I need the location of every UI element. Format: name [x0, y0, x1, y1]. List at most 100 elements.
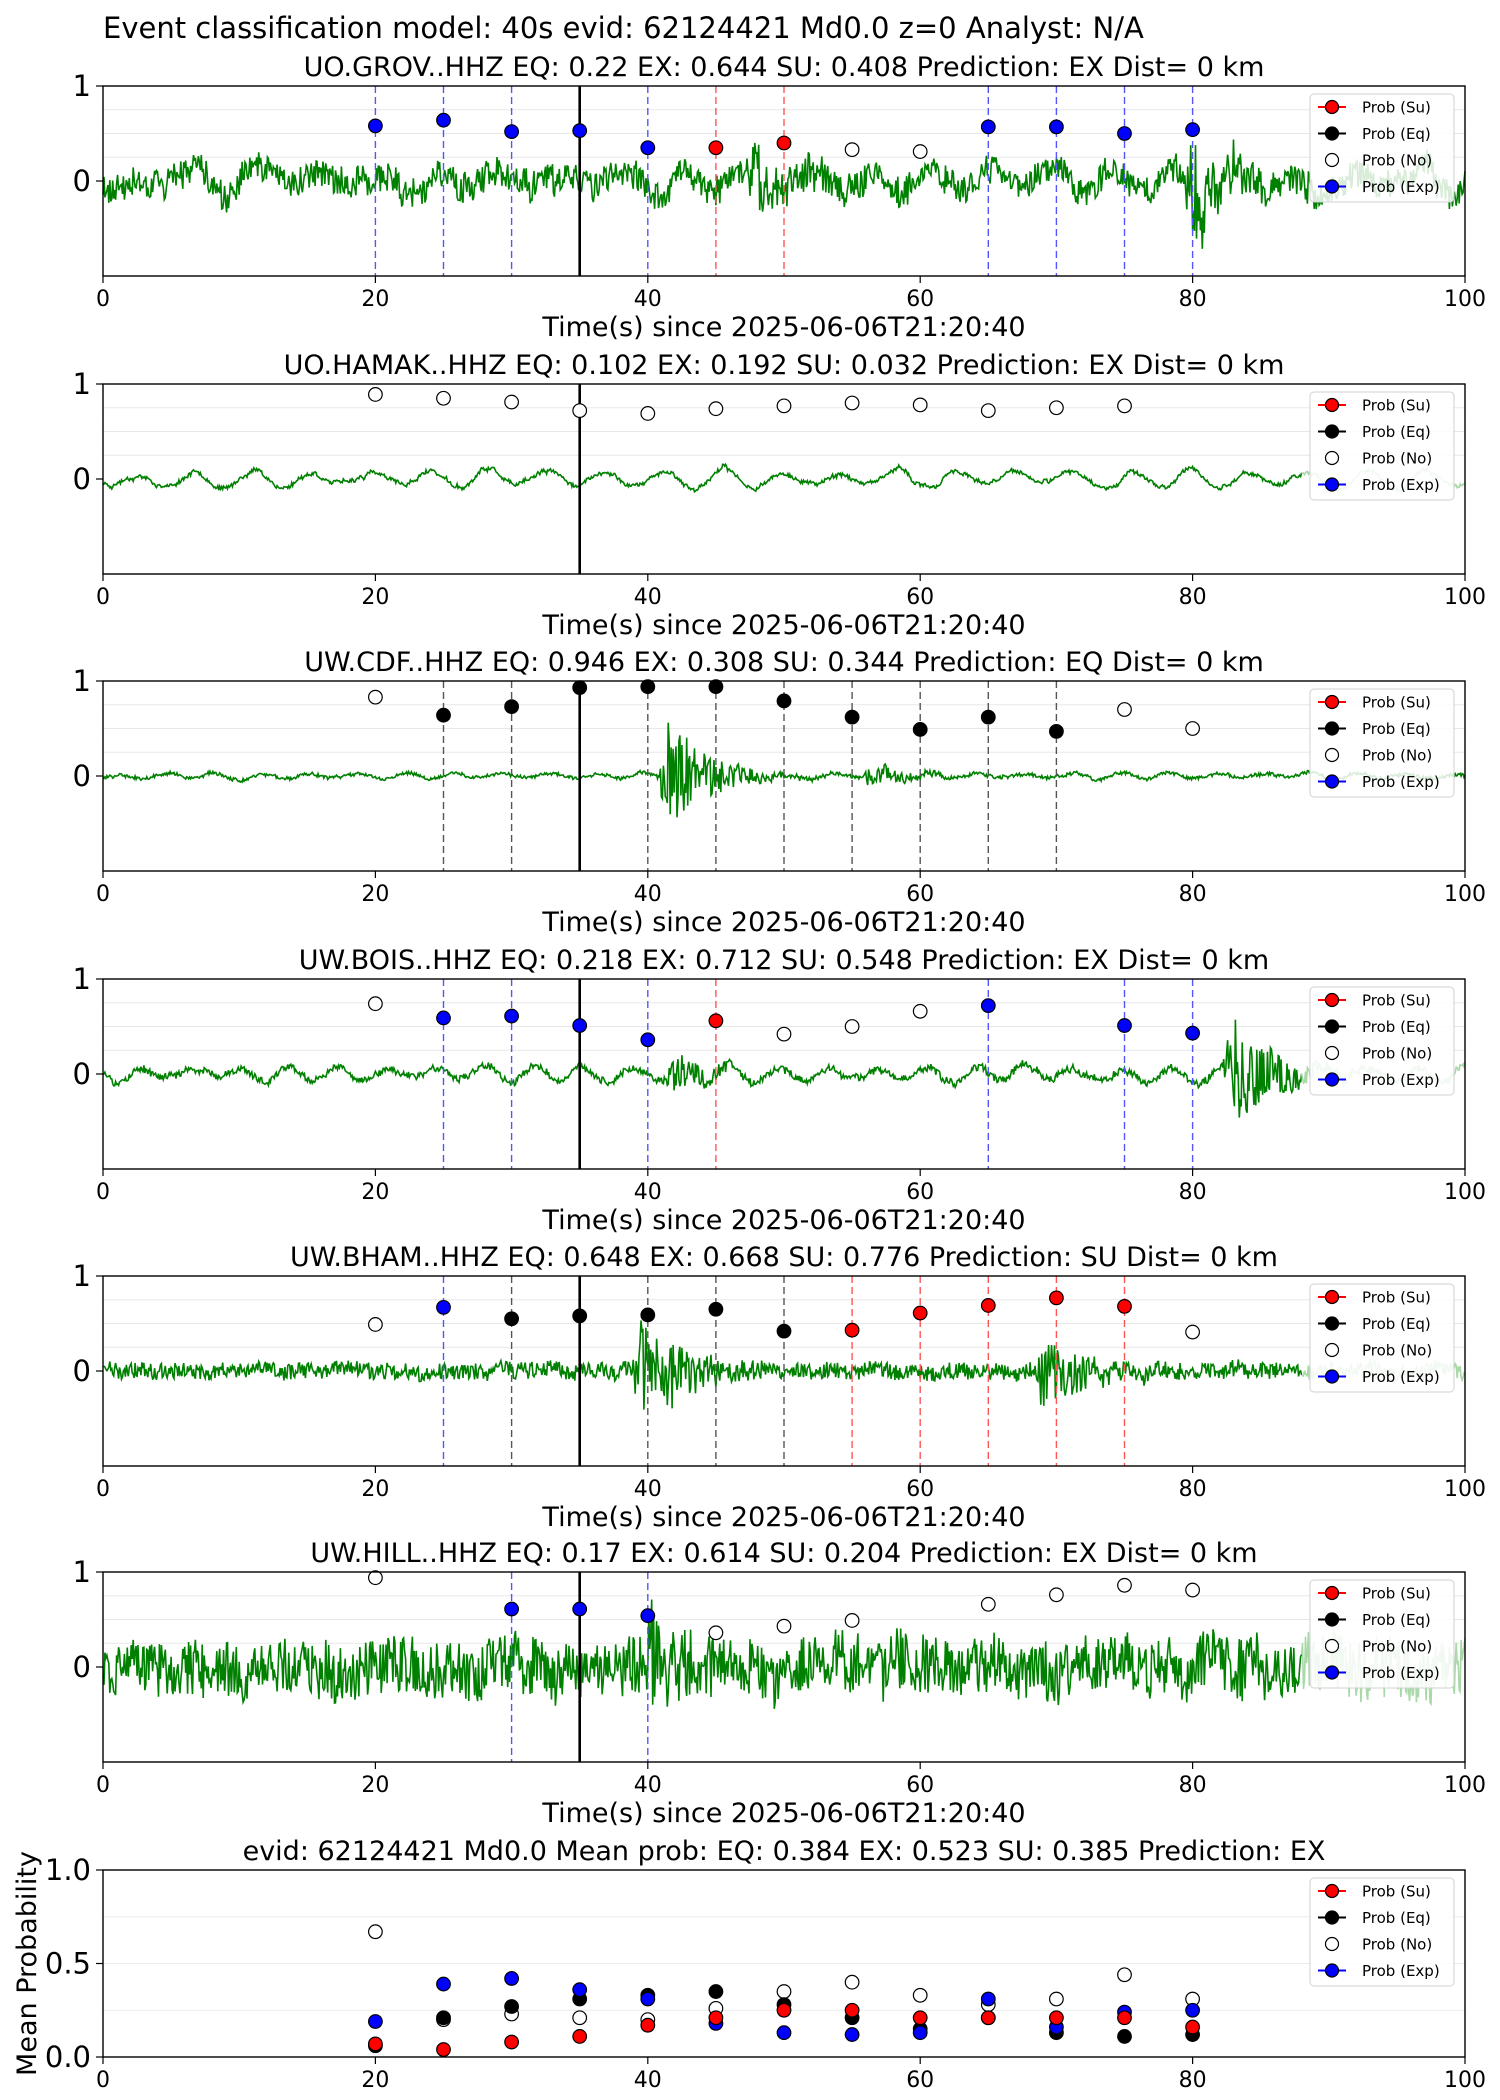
legend-marker-no — [1324, 152, 1340, 168]
prob-marker-exp — [504, 1601, 520, 1617]
legend-marker-no — [1324, 1638, 1340, 1654]
mean-prob-marker-eq — [708, 1984, 724, 1999]
x-tick-label: 40 — [634, 882, 662, 907]
prob-marker-eq — [640, 1307, 656, 1323]
legend-marker-su — [1324, 397, 1340, 413]
x-tick-label: 80 — [1179, 1180, 1207, 1205]
x-tick-label: 20 — [361, 1773, 389, 1798]
x-tick-label: 40 — [634, 1477, 662, 1502]
legend-box — [1309, 1877, 1455, 1987]
x-axis-label: Time(s) since 2025-06-06T21:20:40 — [541, 1502, 1025, 1533]
mean-prob-marker-exp — [640, 1991, 656, 2007]
mean-prob-marker-exp — [572, 1982, 588, 1998]
legend-marker-exp — [1324, 179, 1340, 194]
prob-marker-no — [844, 1019, 860, 1034]
panel-title: UW.BHAM..HHZ EQ: 0.648 EX: 0.668 SU: 0.7… — [290, 1242, 1278, 1273]
prob-marker-no — [776, 1618, 792, 1634]
x-tick-label: 0 — [96, 882, 110, 907]
mean-prob-marker-no — [1048, 1991, 1064, 2007]
waveform-trace — [102, 1599, 1303, 1709]
prob-marker-su — [1048, 1290, 1064, 1306]
prob-marker-no — [844, 1613, 860, 1628]
mean-prob-marker-no — [776, 1984, 792, 1999]
legend-label-exp: Prob (Exp) — [1362, 1071, 1440, 1089]
legend-box — [1309, 93, 1455, 203]
prob-marker-eq — [1048, 723, 1064, 739]
legend-marker-no — [1324, 1936, 1340, 1952]
legend-marker-no — [1324, 747, 1340, 763]
x-tick-label: 100 — [1444, 1773, 1486, 1798]
prob-marker-exp — [640, 140, 656, 156]
mean-prob-marker-su — [1117, 2010, 1132, 2026]
mean-prob-marker-su — [572, 2029, 588, 2044]
prob-marker-exp — [640, 1032, 656, 1048]
prob-marker-exp — [572, 1018, 588, 1033]
x-tick-label: 40 — [634, 1180, 662, 1205]
mean-prob-marker-no — [912, 1987, 928, 2003]
panel-uw-hill--hhz: UW.HILL..HHZ EQ: 0.17 EX: 0.614 SU: 0.20… — [73, 1538, 1486, 1829]
x-axis-label: Time(s) since 2025-06-06T21:20:40 — [541, 907, 1025, 938]
mean-prob-marker-eq — [1117, 2029, 1132, 2044]
legend-label-exp: Prob (Exp) — [1362, 1664, 1440, 1682]
legend-label-su: Prob (Su) — [1362, 694, 1431, 712]
mean-prob-marker-su — [708, 2010, 724, 2026]
legend-label-eq: Prob (Eq) — [1362, 1018, 1431, 1036]
prob-marker-su — [708, 1013, 724, 1029]
prob-marker-no — [1117, 398, 1132, 414]
y-tick-label: 1.0 — [45, 1853, 91, 1887]
mean-prob-marker-no — [572, 2010, 588, 2026]
x-tick-label: 80 — [1179, 2068, 1207, 2093]
figure-suptitle: Event classification model: 40s evid: 62… — [103, 11, 1144, 45]
prob-marker-no — [1048, 400, 1064, 416]
mean-prob-marker-eq — [436, 2010, 451, 2026]
panel-uw-cdf--hhz: UW.CDF..HHZ EQ: 0.946 EX: 0.308 SU: 0.34… — [73, 647, 1486, 938]
x-tick-label: 80 — [1179, 585, 1207, 610]
x-tick-label: 80 — [1179, 1773, 1207, 1798]
mean-prob-marker-exp — [504, 1971, 520, 1986]
mean-prob-marker-exp — [844, 2027, 860, 2042]
mean-prob-marker-exp — [980, 1991, 996, 2007]
x-tick-label: 20 — [361, 1477, 389, 1502]
prob-marker-eq — [640, 679, 656, 695]
prob-marker-su — [708, 140, 724, 156]
mean-prob-marker-no — [844, 1974, 860, 1990]
prob-marker-exp — [436, 1299, 451, 1315]
prob-marker-no — [980, 403, 996, 419]
prob-marker-eq — [504, 699, 520, 715]
panel-uo-grov--hhz: UO.GROV..HHZ EQ: 0.22 EX: 0.644 SU: 0.40… — [73, 52, 1486, 343]
x-tick-label: 40 — [634, 2068, 662, 2093]
legend-marker-eq — [1324, 1910, 1340, 1925]
x-tick-label: 20 — [361, 287, 389, 312]
legend-box — [1309, 1579, 1455, 1689]
prob-marker-no — [1117, 1577, 1132, 1593]
x-axis-label: Time(s) since 2025-06-06T21:20:40 — [541, 1798, 1025, 1829]
waveform-trace — [102, 722, 1466, 818]
y-tick-label: 1 — [73, 367, 91, 401]
legend-label-eq: Prob (Eq) — [1362, 423, 1431, 441]
y-tick-label: 0 — [73, 462, 91, 496]
legend-label-eq: Prob (Eq) — [1362, 125, 1431, 143]
waveform-trace — [102, 462, 1303, 494]
x-tick-label: 100 — [1444, 1180, 1486, 1205]
y-tick-label: 1 — [73, 69, 91, 103]
legend-marker-no — [1324, 1342, 1340, 1358]
legend-label-eq: Prob (Eq) — [1362, 1909, 1431, 1927]
legend-label-no: Prob (No) — [1362, 1342, 1432, 1360]
prob-marker-exp — [368, 118, 383, 134]
mean-prob-marker-su — [776, 2002, 792, 2018]
x-tick-label: 80 — [1179, 882, 1207, 907]
legend-marker-eq — [1324, 1612, 1340, 1627]
prob-marker-eq — [572, 680, 588, 696]
prob-marker-exp — [980, 998, 996, 1013]
prob-marker-no — [368, 1317, 383, 1332]
legend-label-exp: Prob (Exp) — [1362, 178, 1440, 196]
waveform-trace — [102, 1320, 1303, 1410]
prob-marker-no — [368, 387, 383, 402]
panel-title: UW.BOIS..HHZ EQ: 0.218 EX: 0.712 SU: 0.5… — [299, 945, 1269, 976]
prob-marker-exp — [436, 112, 451, 128]
x-tick-label: 100 — [1444, 1477, 1486, 1502]
y-tick-label: 0.0 — [45, 2040, 91, 2074]
legend-label-su: Prob (Su) — [1362, 1883, 1431, 1901]
x-tick-label: 80 — [1179, 1477, 1207, 1502]
legend-marker-eq — [1324, 1019, 1340, 1034]
